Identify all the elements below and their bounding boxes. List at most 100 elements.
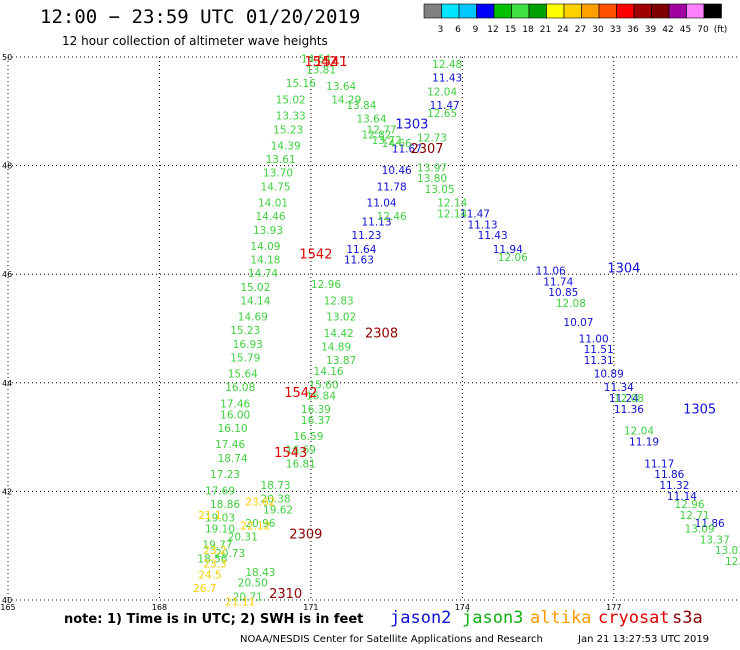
wave-height-value: 11.13 [361,217,391,229]
wave-height-value: 17.46 [215,439,245,451]
wave-height-value: 15.02 [276,94,306,106]
pass-time-label: 1304 [607,261,640,276]
wave-height-value: 18.74 [218,453,248,465]
wave-height-value: 14.66 [382,138,412,150]
wave-height-value: 11.36 [614,404,644,416]
wave-height-value: 18.43 [245,567,275,579]
color-swatch [528,3,547,19]
wave-height-value: 14.16 [314,366,344,378]
x-tick-label: 168 [152,603,167,612]
chart-subtitle: 12 hour collection of altimeter wave hei… [62,34,328,48]
color-swatch [476,3,495,19]
wave-height-value: 26.7 [193,583,216,595]
pass-time-labels: 1542154113032307154213042308154213051543… [269,55,716,602]
legend-jason2: jason2 [390,608,452,628]
pass-time-label: 1303 [395,117,428,132]
color-swatch [458,3,477,19]
color-swatch [703,3,722,19]
y-tick-label: 48 [2,162,12,171]
wave-height-value: 12.46 [377,211,407,223]
wave-height-value: 11.13 [468,219,498,231]
wave-height-value: 14.42 [324,328,354,340]
wave-height-value: 14.18 [250,255,280,267]
color-scale-legend: 3 6 9 12 15 18 21 24 27 30 33 36 39 42 45 70 (ft) [423,3,728,35]
wave-height-value: 13.03 [715,545,740,557]
wave-height-value: 16.69 [286,445,316,457]
wave-height-value: 13.61 [266,154,296,166]
wave-height-value: 11.51 [584,344,614,356]
wave-height-value: 11.14 [667,491,697,503]
wave-height-value: 11.86 [695,518,725,530]
wave-height-value: 16.00 [220,409,250,421]
color-scale-label: 36 [627,25,639,35]
y-tick-label: 42 [2,487,12,496]
pass-time-label: 1541 [315,55,348,70]
wave-height-value: 15.64 [228,369,258,381]
wave-height-value: 20.96 [245,518,275,530]
wave-height-value: 16.81 [286,458,316,470]
wave-height-value: 14.64 [301,54,331,66]
wave-height-value: 11.06 [536,265,566,277]
wave-height-value: 11.47 [430,100,460,112]
pass-time-label: 1542 [304,55,337,70]
color-swatch [511,3,530,19]
wave-height-value: 23.62 [245,496,275,508]
color-scale-label: 15 [505,25,516,35]
footnote: note: 1) Time is in UTC; 2) SWH is in fe… [64,612,364,627]
color-scale-label: 6 [455,25,461,35]
wave-height-value: 12.04 [624,426,654,438]
color-scale-label: 24 [557,25,569,35]
wave-height-value: 12.06 [498,252,528,264]
wave-height-value: 11.67 [392,143,422,155]
wave-height-value: 11.17 [644,458,674,470]
color-scale-label: 42 [662,25,673,35]
wave-height-value: 11.43 [478,230,508,242]
color-swatch [441,3,460,19]
wave-height-value: 11.86 [654,469,684,481]
wave-height-value: 11.47 [460,208,490,220]
wave-height-value: 11.74 [543,276,573,288]
wave-height-value: 12.04 [427,86,457,98]
legend-s3a: s3a [672,608,703,628]
wave-height-value: 15.23 [230,325,260,337]
wave-height-value: 16.08 [225,382,255,394]
color-swatch [493,3,512,19]
color-scale-label: 9 [473,25,479,35]
pass-time-label: 2308 [365,326,398,341]
color-scale-label: 3 [438,25,444,35]
wave-height-value: 11.00 [579,333,609,345]
wave-height-value: 13.02 [326,312,356,324]
color-scale-label: 45 [680,25,691,35]
wave-height-value: 16.84 [306,390,336,402]
color-scale-label: 12 [487,25,498,35]
pass-time-label: 2309 [289,527,322,542]
color-swatch [598,3,617,19]
color-swatch [668,3,687,19]
wave-height-value: 14.69 [238,312,268,324]
wave-height-value: 24.5 [198,570,221,582]
wave-height-value: 15.02 [240,282,270,294]
wave-height-value: 20.50 [238,578,268,590]
color-scale-label: (ft) [714,25,728,35]
wave-height-value: 12.08 [556,298,586,310]
credit-line: NOAA/NESDIS Center for Satellite Applica… [240,634,543,645]
wave-height-value: 17.23 [210,469,240,481]
wave-height-value: 12.83 [324,295,354,307]
wave-height-value: 18.86 [210,499,240,511]
wave-height-value: 12.14 [437,198,467,210]
wave-height-value: 13.97 [417,162,447,174]
wave-height-value: 12.96 [311,279,341,291]
wave-height-value: 16.37 [301,415,331,427]
wave-height-value: 11.43 [432,73,462,85]
wave-height-value: 14.89 [321,342,351,354]
wave-height-value: 13.70 [263,168,293,180]
chart-title: 12:00 − 23:59 UTC 01/20/2019 [40,6,361,28]
wave-height-value: 21.1 [198,510,221,522]
pass-time-label: 1543 [274,446,307,461]
wave-height-value: 12.96 [674,499,704,511]
wave-height-value: 12.65 [427,108,457,120]
color-scale-label: 21 [540,25,551,35]
wave-height-value: 13.81 [306,65,336,77]
